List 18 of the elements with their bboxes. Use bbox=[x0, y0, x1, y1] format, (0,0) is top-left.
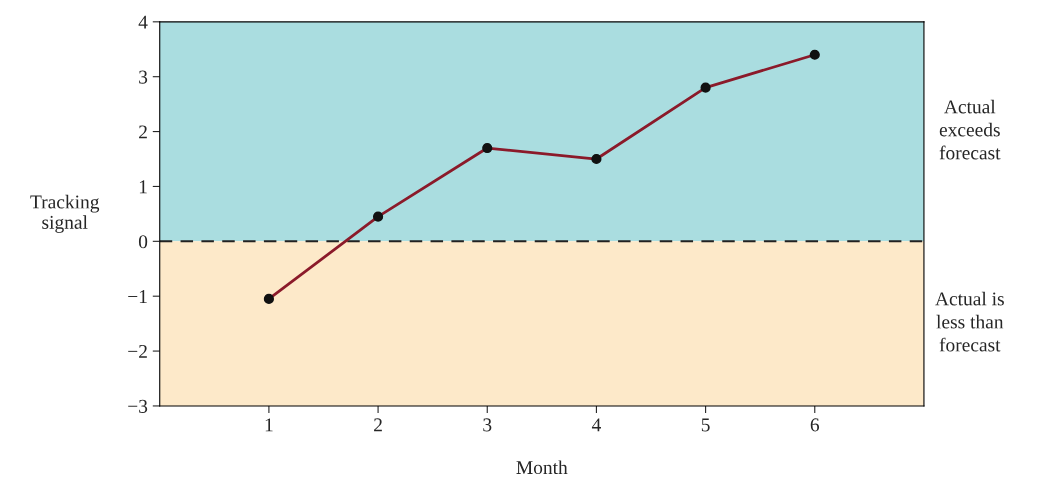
x-tick-label: 1 bbox=[265, 418, 273, 432]
band-label: Actual exceeds forecast bbox=[939, 99, 1001, 160]
x-axis-title: Month bbox=[516, 460, 568, 475]
x-tick-label: 4 bbox=[591, 418, 601, 432]
y-tick-label: 1 bbox=[139, 180, 147, 194]
band-label: Actual is less than forecast bbox=[935, 291, 1004, 352]
y-axis-title: Tracking signal bbox=[30, 194, 100, 233]
x-tick-label: 5 bbox=[701, 418, 710, 432]
y-tick-label: −3 bbox=[128, 399, 148, 413]
x-tick-label: 6 bbox=[810, 418, 820, 432]
y-tick-label: 3 bbox=[139, 70, 148, 84]
y-tick-label: −2 bbox=[128, 344, 147, 358]
x-tick-label: 2 bbox=[374, 418, 382, 432]
y-tick-label: 0 bbox=[138, 235, 148, 249]
x-tick-label: 3 bbox=[483, 418, 492, 432]
y-tick-label: −1 bbox=[128, 290, 147, 303]
y-tick-label: 2 bbox=[139, 125, 147, 139]
y-tick-label: 4 bbox=[138, 15, 148, 29]
